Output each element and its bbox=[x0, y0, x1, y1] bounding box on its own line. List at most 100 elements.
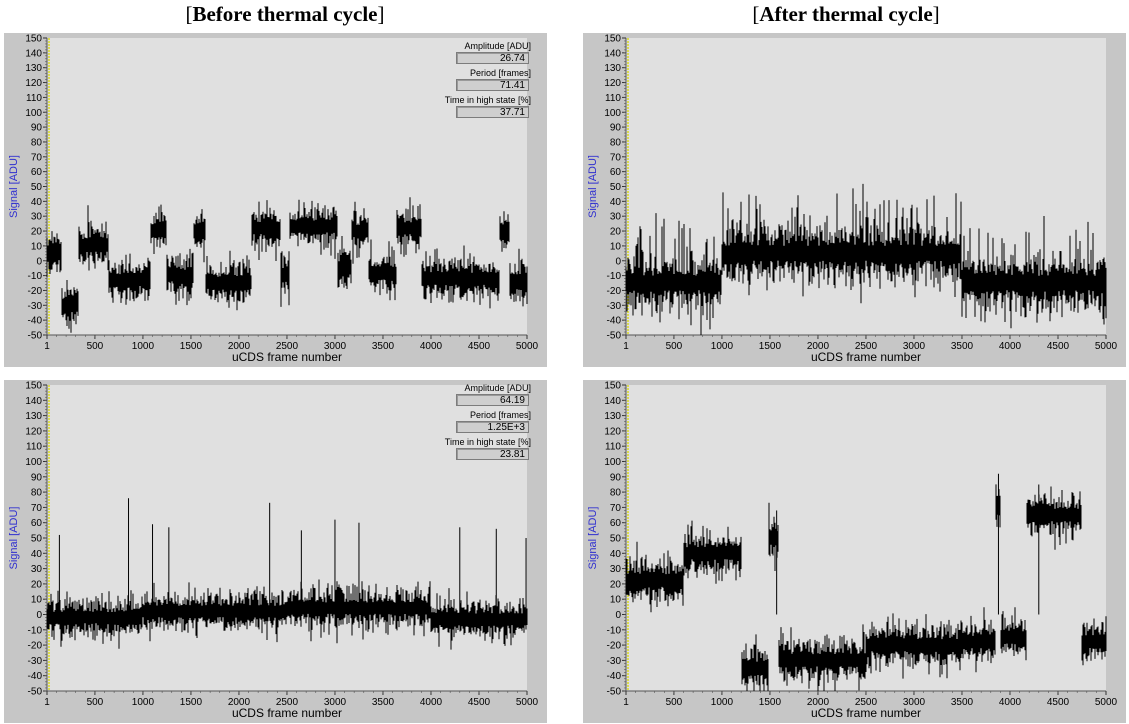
x-tick-label: 4500 bbox=[468, 697, 491, 708]
y-tick-label: 120 bbox=[25, 426, 42, 437]
x-tick-label: 3000 bbox=[903, 697, 926, 708]
signal-trace bbox=[46, 197, 528, 333]
plot-panel-top-left: 150 140 130 120 110 100 90 80 70 60 50 40 30 20 10 0 -10… bbox=[4, 33, 547, 367]
x-tick-label: 1500 bbox=[180, 697, 203, 708]
x-tick-label: 5000 bbox=[516, 697, 539, 708]
x-tick-label: 2500 bbox=[276, 697, 299, 708]
heading-after: [After thermal cycle] bbox=[752, 2, 940, 26]
y-tick-label: 60 bbox=[610, 167, 622, 178]
x-tick-label: 500 bbox=[666, 697, 683, 708]
y-tick-label: 30 bbox=[610, 564, 622, 575]
y-tick-label: 30 bbox=[31, 564, 43, 575]
y-tick-label: 120 bbox=[25, 78, 42, 89]
readout-group: Amplitude [ADU] 26.74 Period [frames] 71… bbox=[411, 41, 531, 118]
y-tick-label: -20 bbox=[607, 286, 622, 297]
y-tick-label: 80 bbox=[610, 137, 622, 148]
plot-panel-top-right: 150 140 130 120 110 100 90 80 70 60 50 40 30 20 10 0 -10… bbox=[583, 33, 1126, 367]
y-tick-label: 130 bbox=[25, 63, 42, 74]
x-tick-label: 2000 bbox=[228, 341, 251, 352]
x-tick-label: 2000 bbox=[228, 697, 251, 708]
y-tick-label: 0 bbox=[36, 610, 42, 621]
readout-value[interactable]: 1.25E+3 bbox=[456, 421, 529, 433]
chart-top-left: 1501401301201101009080706050403020100-10… bbox=[8, 34, 539, 365]
readout-label: Time in high state [%] bbox=[444, 95, 531, 105]
y-tick-label: 40 bbox=[610, 197, 622, 208]
x-tick-label: 1 bbox=[44, 341, 50, 352]
x-tick-label: 1000 bbox=[711, 697, 734, 708]
chart-bottom-left: 1501401301201101009080706050403020100-10… bbox=[8, 381, 539, 721]
y-tick-label: 20 bbox=[31, 227, 43, 238]
x-tick-label: 500 bbox=[666, 341, 683, 352]
readout-label: Amplitude [ADU] bbox=[464, 383, 531, 393]
y-tick-label: 60 bbox=[610, 518, 622, 529]
y-tick-label: -30 bbox=[607, 301, 622, 312]
y-tick-label: -10 bbox=[607, 271, 622, 282]
y-tick-label: 90 bbox=[31, 472, 43, 483]
y-axis-label: Signal [ADU] bbox=[8, 155, 20, 218]
y-tick-label: -20 bbox=[28, 286, 43, 297]
y-tick-label: 140 bbox=[25, 396, 42, 407]
y-tick-label: 150 bbox=[604, 381, 621, 392]
y-tick-label: -30 bbox=[607, 656, 622, 667]
x-axis-label: uCDS frame number bbox=[232, 350, 342, 364]
readout-value[interactable]: 26.74 bbox=[456, 52, 529, 64]
y-tick-label: 20 bbox=[31, 579, 43, 590]
y-tick-label: 80 bbox=[31, 488, 43, 499]
y-tick-label: 110 bbox=[605, 93, 621, 104]
x-tick-label: 4500 bbox=[1047, 697, 1070, 708]
chart-bottom-right: 1501401301201101009080706050403020100-10… bbox=[587, 381, 1118, 721]
y-axis-label: Signal [ADU] bbox=[8, 507, 20, 570]
y-tick-label: 90 bbox=[31, 123, 43, 134]
x-tick-label: 3500 bbox=[372, 341, 395, 352]
readout-label: Amplitude [ADU] bbox=[464, 41, 531, 51]
x-tick-label: 3500 bbox=[372, 697, 395, 708]
x-tick-label: 1500 bbox=[759, 697, 782, 708]
y-tick-label: 150 bbox=[604, 34, 621, 45]
y-axis-label: Signal [ADU] bbox=[587, 507, 599, 570]
readout-value[interactable]: 37.71 bbox=[456, 106, 529, 118]
y-tick-label: 130 bbox=[604, 411, 621, 422]
y-tick-label: -50 bbox=[28, 687, 43, 698]
y-tick-label: 100 bbox=[25, 457, 42, 468]
readout-label: Period [frames] bbox=[469, 68, 531, 78]
x-tick-label: 2000 bbox=[807, 697, 830, 708]
y-tick-label: 10 bbox=[31, 595, 43, 606]
y-tick-label: -20 bbox=[28, 641, 43, 652]
x-tick-label: 4500 bbox=[468, 341, 491, 352]
x-tick-label: 1 bbox=[623, 697, 629, 708]
x-tick-label: 3000 bbox=[903, 341, 926, 352]
signal-trace bbox=[625, 183, 1107, 335]
x-tick-label: 2500 bbox=[855, 697, 878, 708]
y-tick-label: -40 bbox=[28, 316, 43, 327]
heading-after-label: After thermal cycle bbox=[759, 2, 933, 26]
y-tick-label: 80 bbox=[610, 488, 622, 499]
readout-label: Time in high state [%] bbox=[444, 437, 531, 447]
x-tick-label: 500 bbox=[87, 697, 104, 708]
x-tick-label: 2500 bbox=[855, 341, 878, 352]
y-tick-label: -20 bbox=[607, 641, 622, 652]
y-tick-label: 100 bbox=[604, 457, 621, 468]
x-tick-label: 4000 bbox=[420, 341, 443, 352]
x-tick-label: 3000 bbox=[324, 697, 347, 708]
y-tick-label: 40 bbox=[31, 197, 43, 208]
y-tick-label: -10 bbox=[28, 271, 43, 282]
x-tick-label: 500 bbox=[87, 341, 104, 352]
y-tick-label: 130 bbox=[604, 63, 621, 74]
chart-top-right: 1501401301201101009080706050403020100-10… bbox=[587, 34, 1118, 365]
plot-area bbox=[47, 385, 527, 691]
readout-value[interactable]: 23.81 bbox=[456, 448, 529, 460]
y-tick-label: -40 bbox=[607, 671, 622, 682]
y-tick-label: 130 bbox=[25, 411, 42, 422]
y-tick-label: 100 bbox=[25, 108, 42, 119]
y-tick-label: 10 bbox=[31, 241, 43, 252]
readout-value[interactable]: 64.19 bbox=[456, 394, 529, 406]
y-tick-label: 140 bbox=[25, 48, 42, 59]
readout-value[interactable]: 71.41 bbox=[456, 79, 529, 91]
y-tick-label: 50 bbox=[610, 182, 622, 193]
y-tick-label: -10 bbox=[607, 625, 622, 636]
y-tick-label: 120 bbox=[604, 78, 621, 89]
y-tick-label: 30 bbox=[31, 212, 43, 223]
x-tick-label: 3500 bbox=[951, 341, 974, 352]
y-tick-label: 110 bbox=[26, 442, 42, 453]
y-tick-label: 80 bbox=[31, 137, 43, 148]
